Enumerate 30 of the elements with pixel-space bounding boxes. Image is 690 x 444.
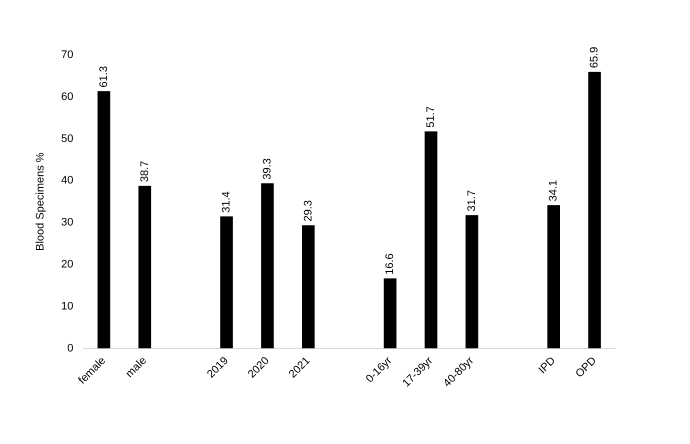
- bar: [138, 186, 152, 348]
- data-label: 34.1: [548, 180, 560, 202]
- y-tick-label: 0: [67, 342, 74, 354]
- data-label: 16.6: [384, 253, 396, 275]
- data-label: 29.3: [302, 200, 314, 222]
- y-tick-label: 20: [61, 258, 74, 271]
- bar: [302, 225, 315, 348]
- y-tick-label: 70: [61, 49, 74, 62]
- data-label: 65.9: [588, 46, 601, 68]
- bar: [384, 278, 396, 348]
- y-tick-label: 30: [61, 216, 74, 229]
- data-label: 61.3: [98, 66, 110, 88]
- y-tick-label: 40: [61, 174, 74, 187]
- data-label: 51.7: [425, 106, 438, 128]
- data-label: 39.3: [261, 158, 274, 180]
- y-tick-label: 10: [61, 300, 74, 312]
- bar: [424, 131, 438, 348]
- bar: [261, 183, 274, 348]
- data-label: 31.4: [220, 191, 233, 213]
- bar: [98, 91, 110, 348]
- data-label: 38.7: [138, 160, 151, 182]
- x-tick-label: IPD: [536, 354, 558, 376]
- y-tick-label: 60: [61, 90, 74, 103]
- y-tick-label: 50: [61, 132, 74, 145]
- data-label: 31.7: [466, 190, 478, 212]
- bar: [220, 216, 233, 348]
- bar: [547, 205, 560, 348]
- bar: [588, 72, 601, 348]
- bar: [466, 215, 478, 348]
- y-axis-title: Blood Specimens %: [34, 152, 47, 251]
